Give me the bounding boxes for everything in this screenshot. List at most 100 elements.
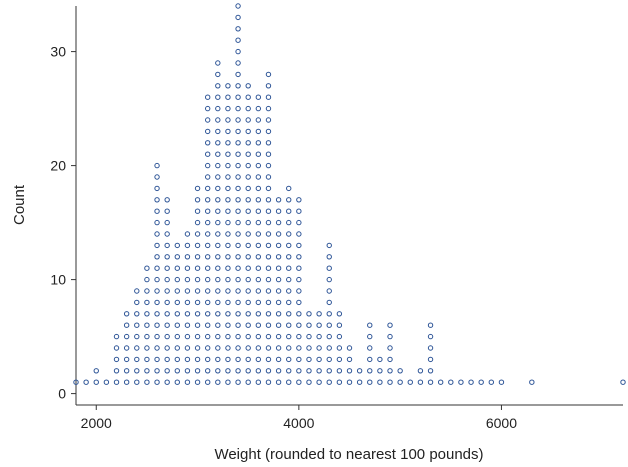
data-point	[215, 356, 221, 363]
data-point	[427, 333, 434, 340]
y-tick-label: 10	[50, 272, 66, 288]
data-point	[194, 333, 201, 340]
data-point	[93, 379, 99, 385]
data-point	[255, 254, 262, 260]
data-point	[286, 311, 292, 317]
data-point	[255, 322, 262, 328]
data-point	[235, 231, 241, 237]
data-point	[296, 265, 302, 271]
data-point	[235, 276, 241, 283]
data-point	[296, 299, 302, 306]
data-point	[194, 219, 201, 226]
data-point	[204, 197, 211, 203]
data-point	[174, 299, 181, 306]
data-point	[275, 197, 282, 203]
data-point	[184, 276, 191, 283]
data-point	[225, 322, 231, 328]
data-point	[275, 276, 282, 283]
data-point	[296, 368, 302, 374]
data-point	[204, 231, 211, 237]
data-point	[265, 231, 272, 237]
data-point	[367, 379, 373, 385]
data-point	[255, 345, 262, 351]
data-point	[204, 368, 211, 374]
data-point	[184, 333, 191, 340]
data-point	[265, 345, 272, 351]
data-point	[215, 219, 221, 226]
data-point	[529, 379, 535, 385]
data-point	[286, 219, 292, 226]
data-point	[144, 333, 150, 340]
data-point	[225, 299, 231, 306]
data-point	[194, 197, 201, 203]
data-point	[204, 117, 211, 123]
data-point	[204, 105, 211, 112]
data-point	[326, 379, 332, 385]
data-point	[235, 60, 241, 66]
data-point	[377, 368, 383, 374]
data-point	[215, 368, 221, 374]
data-point	[204, 322, 211, 328]
data-point	[387, 356, 393, 363]
data-point	[255, 162, 262, 169]
data-point	[184, 231, 191, 237]
data-point	[356, 368, 363, 374]
data-point	[245, 379, 251, 385]
data-point	[235, 3, 241, 9]
data-point	[184, 299, 191, 306]
data-point	[225, 242, 231, 249]
data-point	[326, 322, 332, 328]
data-point	[144, 288, 150, 294]
data-point	[336, 345, 343, 351]
data-point	[336, 368, 343, 374]
data-point	[164, 345, 170, 351]
data-point	[103, 379, 110, 385]
data-point	[134, 333, 140, 340]
data-point	[275, 379, 282, 385]
data-point	[235, 162, 241, 169]
data-point	[164, 311, 170, 317]
data-point	[326, 333, 332, 340]
data-point	[184, 368, 191, 374]
data-point	[225, 83, 231, 89]
data-point	[83, 379, 89, 385]
data-point	[326, 254, 332, 260]
data-point	[286, 322, 292, 328]
data-point	[204, 219, 211, 226]
data-point	[113, 368, 120, 374]
data-point	[235, 71, 241, 78]
data-point	[326, 299, 332, 306]
data-point	[154, 299, 160, 306]
data-point	[235, 94, 241, 100]
data-point	[184, 311, 191, 317]
data-point	[164, 254, 170, 260]
data-point	[306, 368, 312, 374]
data-point	[154, 322, 160, 328]
data-point	[154, 311, 160, 317]
data-point	[245, 242, 251, 249]
data-point	[367, 333, 373, 340]
data-point	[336, 333, 343, 340]
data-point	[265, 276, 272, 283]
data-point	[184, 265, 191, 271]
data-point	[286, 368, 292, 374]
data-point	[174, 368, 181, 374]
data-point	[265, 368, 272, 374]
data-point	[215, 117, 221, 123]
data-point	[194, 322, 201, 328]
data-point	[488, 379, 495, 385]
data-point	[174, 242, 181, 249]
data-point	[286, 208, 292, 214]
data-point	[255, 288, 262, 294]
data-point	[286, 299, 292, 306]
data-point	[204, 345, 211, 351]
data-point	[286, 345, 292, 351]
data-point	[367, 368, 373, 374]
data-point	[184, 356, 191, 363]
data-point	[255, 242, 262, 249]
data-point	[286, 265, 292, 271]
data-point	[316, 345, 322, 351]
data-point	[225, 140, 231, 146]
data-point	[387, 333, 393, 340]
